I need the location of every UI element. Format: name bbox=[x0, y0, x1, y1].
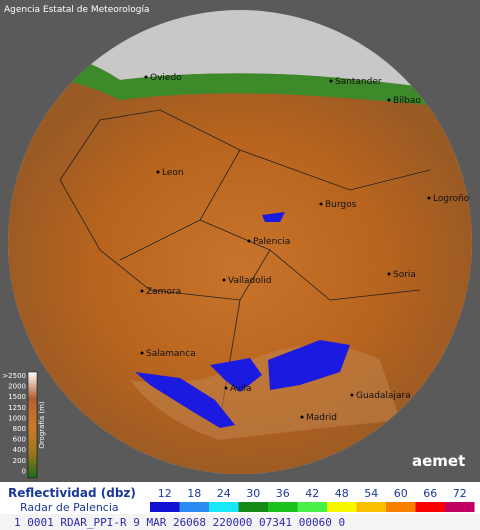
level-swatch bbox=[268, 502, 298, 512]
city-label: Salamanca bbox=[146, 349, 196, 359]
level-label: 66 bbox=[423, 487, 437, 500]
level-swatch bbox=[179, 502, 209, 512]
level-label: 48 bbox=[335, 487, 349, 500]
city-labels: Oviedo Santander Bilbao Leon Burgos Logroño Pa… bbox=[140, 73, 470, 423]
city-label: Burgos bbox=[325, 200, 357, 210]
city-marker bbox=[329, 79, 333, 83]
city-marker bbox=[156, 170, 160, 174]
reflectivity-scale: 12 18 24 30 36 42 48 54 60 66 72 bbox=[150, 487, 475, 512]
level-swatch bbox=[238, 502, 268, 512]
elevation-label: 200 bbox=[13, 457, 26, 465]
agency-name: Agencia Estatal de Meteorología bbox=[4, 5, 150, 15]
level-swatch bbox=[327, 502, 357, 512]
level-swatch bbox=[445, 502, 475, 512]
city-marker bbox=[140, 351, 144, 355]
elevation-label: 600 bbox=[13, 436, 26, 444]
city-marker bbox=[300, 415, 304, 419]
level-label: 42 bbox=[305, 487, 319, 500]
city-label: Oviedo bbox=[150, 73, 182, 83]
elevation-bar bbox=[27, 371, 38, 479]
elevation-label: 2000 bbox=[8, 383, 26, 391]
city-marker bbox=[319, 202, 323, 206]
city-label: Zamora bbox=[146, 287, 181, 297]
elevation-label: 400 bbox=[13, 446, 26, 454]
level-label: 12 bbox=[158, 487, 172, 500]
elevation-label: 1500 bbox=[8, 393, 26, 401]
logo: aemet bbox=[412, 452, 465, 470]
city-label: Avila bbox=[230, 384, 251, 394]
city-marker bbox=[387, 98, 391, 102]
level-label: 54 bbox=[364, 487, 378, 500]
level-label: 60 bbox=[394, 487, 408, 500]
city-label: Madrid bbox=[306, 413, 337, 423]
city-label: Leon bbox=[162, 168, 184, 178]
elevation-label: >2500 bbox=[2, 372, 26, 380]
level-swatch bbox=[209, 502, 239, 512]
elevation-label: 800 bbox=[13, 425, 26, 433]
level-label: 24 bbox=[217, 487, 231, 500]
city-label: Soria bbox=[393, 270, 416, 280]
city-marker bbox=[247, 239, 251, 243]
city-label: Palencia bbox=[253, 237, 290, 247]
echoes bbox=[135, 212, 350, 428]
elevation-label: 1000 bbox=[8, 414, 26, 422]
level-label: 72 bbox=[453, 487, 467, 500]
level-swatch bbox=[150, 502, 180, 512]
city-marker bbox=[222, 278, 226, 282]
status-text: 1 0001 RDAR_PPI-R 9 MAR 26068 220000 073… bbox=[14, 516, 345, 529]
city-marker bbox=[387, 272, 391, 276]
level-swatch bbox=[356, 502, 386, 512]
legend-subtitle: Radar de Palencia bbox=[20, 501, 119, 514]
city-marker bbox=[350, 393, 354, 397]
elevation-label: 1250 bbox=[8, 404, 26, 412]
city-marker bbox=[427, 196, 431, 200]
city-marker bbox=[224, 386, 228, 390]
level-swatch bbox=[415, 502, 445, 512]
city-marker bbox=[140, 289, 144, 293]
terrain bbox=[8, 53, 472, 474]
legend-title: Reflectividad (dbz) bbox=[8, 486, 136, 500]
city-label: Guadalajara bbox=[356, 391, 411, 401]
elevation-title: Orografía (m) bbox=[38, 401, 46, 449]
city-label: Bilbao bbox=[393, 96, 421, 106]
city-label: Santander bbox=[335, 77, 382, 87]
city-label: Valladolid bbox=[228, 276, 271, 286]
level-swatch bbox=[297, 502, 327, 512]
city-label: Logroño bbox=[433, 194, 470, 204]
level-label: 30 bbox=[246, 487, 260, 500]
status-bar bbox=[0, 514, 480, 530]
city-marker bbox=[144, 75, 148, 79]
level-swatch bbox=[386, 502, 416, 512]
level-label: 18 bbox=[187, 487, 201, 500]
level-label: 36 bbox=[276, 487, 290, 500]
elevation-label: 0 bbox=[22, 467, 26, 475]
